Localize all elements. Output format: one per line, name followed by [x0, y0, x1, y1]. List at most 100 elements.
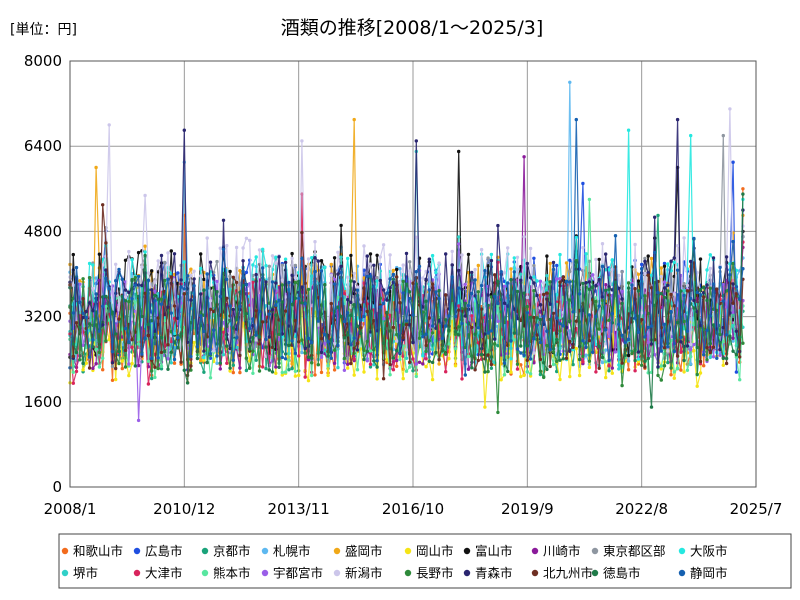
data-point: [568, 374, 572, 379]
data-point: [123, 348, 128, 353]
data-point: [313, 256, 317, 260]
data-point: [205, 272, 209, 276]
data-point: [251, 371, 255, 375]
data-point: [398, 351, 402, 355]
data-point: [430, 282, 435, 286]
data-point: [538, 303, 543, 307]
data-point: [734, 285, 739, 289]
data-point: [679, 350, 683, 354]
data-point: [228, 269, 232, 274]
legend-label: 札幌市: [273, 544, 311, 559]
y-tick-label: 8000: [24, 52, 62, 70]
data-point: [251, 336, 255, 340]
data-point: [143, 253, 147, 258]
data-point: [398, 267, 402, 271]
data-point: [649, 324, 654, 328]
data-point: [551, 350, 556, 354]
data-point: [401, 279, 405, 284]
data-point: [346, 362, 350, 366]
plot-frame: [69, 60, 757, 488]
data-point: [316, 363, 320, 367]
data-point: [359, 318, 363, 322]
data-point: [421, 354, 425, 358]
data-point: [159, 350, 164, 355]
data-point: [662, 295, 667, 300]
data-point: [163, 260, 167, 265]
data-point: [228, 346, 232, 351]
legend-item: 富山市: [463, 544, 513, 559]
data-point: [669, 259, 673, 263]
data-point: [620, 361, 624, 365]
data-point: [336, 250, 340, 254]
data-point: [731, 160, 735, 164]
data-point: [424, 357, 428, 361]
data-point: [483, 332, 487, 336]
data-point: [336, 272, 340, 276]
data-point: [437, 296, 441, 301]
legend-marker: [201, 569, 209, 577]
data-point: [685, 344, 690, 348]
data-point: [104, 294, 108, 299]
data-point: [594, 296, 598, 300]
data-point: [440, 349, 445, 353]
data-point: [368, 365, 373, 369]
data-point: [91, 366, 95, 371]
data-point: [283, 309, 288, 313]
data-point: [636, 289, 641, 293]
data-point: [617, 367, 621, 371]
data-point: [264, 345, 268, 349]
data-point: [94, 165, 98, 170]
data-point: [107, 286, 111, 291]
data-point: [339, 255, 343, 259]
data-point: [682, 236, 686, 240]
data-point: [306, 355, 311, 359]
data-point: [120, 359, 125, 363]
legend-marker: [261, 547, 269, 555]
data-point: [636, 357, 641, 361]
data-point: [293, 296, 298, 300]
data-point: [646, 254, 650, 258]
data-point: [434, 275, 438, 279]
data-point: [463, 282, 467, 286]
data-point: [411, 340, 415, 345]
data-point: [571, 362, 575, 367]
data-point: [587, 280, 592, 284]
data-point: [248, 326, 252, 331]
legend-marker: [333, 547, 341, 555]
data-point: [718, 353, 722, 357]
data-point: [741, 267, 745, 271]
data-point: [675, 320, 680, 325]
data-point: [587, 359, 592, 363]
data-point: [698, 287, 703, 292]
data-point: [274, 371, 278, 375]
data-point: [731, 339, 735, 343]
data-point: [672, 260, 676, 264]
data-point: [71, 252, 76, 257]
data-point: [293, 263, 298, 268]
data-point: [375, 359, 379, 363]
data-point: [509, 278, 513, 282]
legend-label: 京都市: [213, 544, 251, 559]
data-point: [404, 319, 409, 323]
data-point: [610, 268, 614, 272]
data-point: [728, 273, 732, 277]
data-point: [698, 257, 703, 261]
data-point: [555, 277, 559, 281]
data-point: [731, 239, 735, 244]
data-point: [640, 318, 644, 322]
data-point: [140, 265, 144, 269]
data-point: [734, 370, 739, 374]
data-point: [705, 358, 709, 362]
data-point: [496, 301, 500, 306]
chart-title: 酒類の推移[2008/1～2025/3]: [281, 17, 544, 39]
data-point: [600, 298, 605, 303]
data-point: [225, 277, 229, 282]
data-point: [339, 270, 343, 274]
data-point: [293, 351, 298, 355]
data-point: [127, 373, 131, 378]
data-point: [385, 358, 389, 362]
legend-marker: [531, 569, 539, 577]
data-point: [659, 367, 663, 371]
data-point: [453, 364, 458, 368]
data-point: [332, 282, 337, 286]
